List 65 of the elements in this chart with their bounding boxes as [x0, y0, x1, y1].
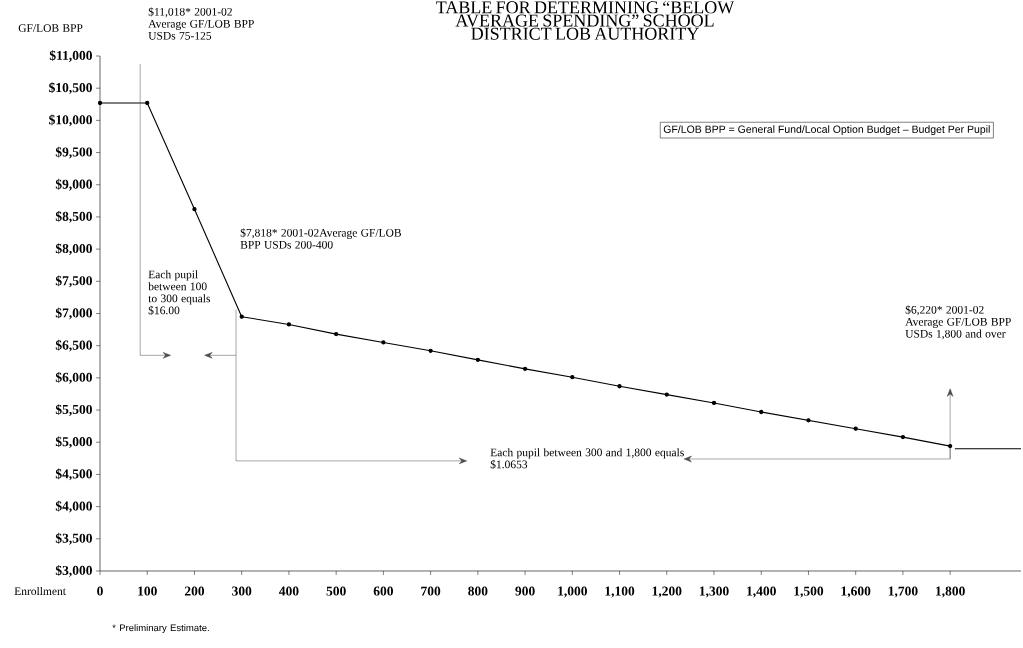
x-tick-label: 800 — [468, 586, 488, 596]
y-axis-title: GF/LOB BPP — [18, 24, 83, 32]
x-tick-label: 1,000 — [558, 586, 587, 598]
y-tick-label: $4,000 — [55, 500, 92, 513]
x-tick-label: 500 — [326, 586, 346, 596]
x-tick-label: 900 — [515, 586, 535, 596]
y-tick-label: $5,000 — [55, 436, 92, 449]
y-tick-label: $4,500 — [55, 468, 92, 481]
point — [900, 434, 906, 440]
point — [475, 357, 480, 362]
x-tick-label: 1,200 — [652, 586, 682, 598]
y-tick-label: $6,500 — [55, 339, 92, 352]
point — [286, 322, 292, 327]
annotation: GF/LOB BPP = General Fund/Local Option Budget – Budget Per Pupil — [663, 125, 990, 136]
x-tick-label: 1,700 — [888, 586, 918, 598]
point — [334, 331, 339, 337]
x-axis-title: Enrollment — [14, 586, 66, 596]
annotation: $7,818* 2001-02Average GF/LOB BPP USDs 200-400 — [240, 228, 401, 249]
x-tick-label: 700 — [421, 586, 441, 596]
point — [853, 426, 858, 431]
x-tick-label: 600 — [373, 586, 394, 596]
point — [97, 100, 103, 106]
point — [145, 100, 150, 106]
x-tick-label: 1,100 — [605, 586, 635, 598]
x-tick-label: 100 — [138, 586, 157, 596]
point — [239, 314, 244, 319]
point — [617, 384, 622, 389]
y-tick-label: $5,500 — [55, 404, 92, 416]
y-tick-label: $10,500 — [49, 82, 92, 95]
point — [759, 409, 764, 415]
x-tick-label: 1,600 — [841, 586, 871, 598]
x-tick-label: 1,800 — [936, 586, 965, 598]
y-tick-label: $3,000 — [55, 565, 92, 577]
point — [664, 392, 669, 397]
y-tick-label: $8,500 — [55, 211, 92, 223]
point — [711, 400, 717, 406]
y-tick-label: $7,000 — [55, 307, 92, 320]
point — [948, 443, 953, 449]
y-tick-label: $6,000 — [55, 371, 92, 384]
text: * Preliminary Estimate. — [112, 624, 209, 634]
chart-title: TABLE FOR DETERMINING “BELOW AVERAGE SPENDING” SCHOOL DISTRICT LOB AUTHORITY — [436, 1, 735, 40]
x-tick-label: 0 — [97, 586, 103, 596]
y-tick-label: $9,000 — [55, 178, 92, 191]
x-tick-label: 400 — [278, 586, 299, 596]
point — [192, 207, 197, 212]
text: $11,018* 2001-02 Average GF/LOB BPP USDs 75-125 — [148, 7, 254, 40]
point — [806, 418, 811, 423]
y-tick-label: $3,500 — [55, 532, 92, 545]
point — [522, 366, 528, 371]
x-tick-label: 200 — [184, 586, 205, 596]
y-tick-label: $7,500 — [55, 275, 92, 288]
point — [381, 340, 386, 345]
x-tick-label: 1,400 — [747, 586, 776, 598]
x-tick-label: 300 — [232, 586, 252, 596]
x-tick-label: 1,500 — [794, 586, 824, 598]
x-tick-label: 1,300 — [699, 586, 729, 598]
annotation: Each pupil between 300 and 1,800 equals $1.0653 — [490, 448, 684, 470]
y-tick-label: $11,000 — [49, 50, 92, 62]
annotation: $6,220* 2001-02 Average GF/LOB BPP USDs 1,800 and over — [905, 305, 1011, 340]
y-tick-label: $8,000 — [55, 243, 92, 256]
point — [428, 348, 433, 353]
y-tick-label: $10,000 — [49, 114, 92, 127]
annotation: Each pupil between 100 to 300 equals $16.00 — [148, 270, 211, 316]
y-tick-label: $9,500 — [55, 146, 92, 159]
point — [570, 375, 575, 380]
